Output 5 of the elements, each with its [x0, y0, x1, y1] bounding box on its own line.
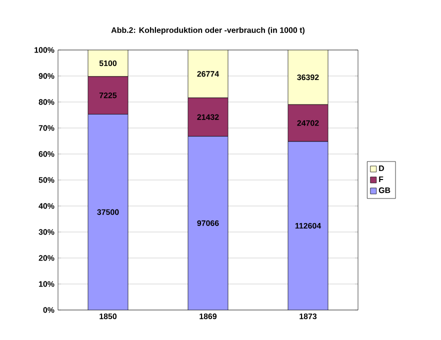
bar — [88, 114, 128, 310]
bar — [288, 141, 328, 310]
bar — [188, 50, 228, 98]
bar — [188, 136, 228, 310]
bar — [288, 50, 328, 105]
